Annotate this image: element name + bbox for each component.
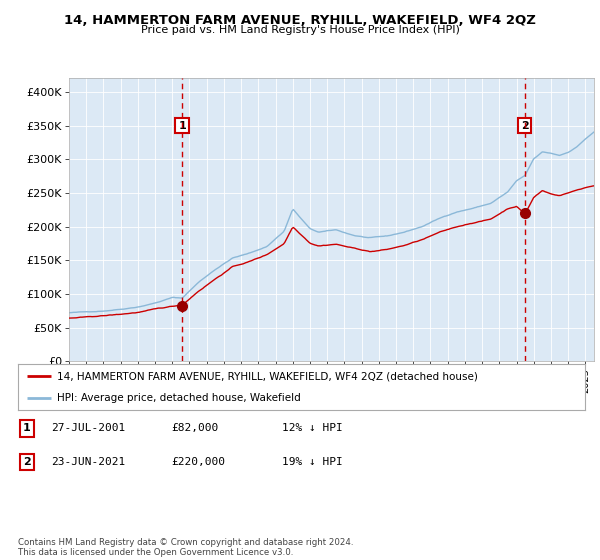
Text: Price paid vs. HM Land Registry's House Price Index (HPI): Price paid vs. HM Land Registry's House … <box>140 25 460 35</box>
Text: 27-JUL-2001: 27-JUL-2001 <box>51 423 125 433</box>
Text: £220,000: £220,000 <box>171 457 225 467</box>
Text: Contains HM Land Registry data © Crown copyright and database right 2024.
This d: Contains HM Land Registry data © Crown c… <box>18 538 353 557</box>
Text: £82,000: £82,000 <box>171 423 218 433</box>
Text: 23-JUN-2021: 23-JUN-2021 <box>51 457 125 467</box>
Text: 12% ↓ HPI: 12% ↓ HPI <box>282 423 343 433</box>
Text: HPI: Average price, detached house, Wakefield: HPI: Average price, detached house, Wake… <box>56 393 301 403</box>
Text: 1: 1 <box>178 120 186 130</box>
Text: 14, HAMMERTON FARM AVENUE, RYHILL, WAKEFIELD, WF4 2QZ: 14, HAMMERTON FARM AVENUE, RYHILL, WAKEF… <box>64 14 536 27</box>
Text: 2: 2 <box>521 120 529 130</box>
Text: 19% ↓ HPI: 19% ↓ HPI <box>282 457 343 467</box>
Text: 14, HAMMERTON FARM AVENUE, RYHILL, WAKEFIELD, WF4 2QZ (detached house): 14, HAMMERTON FARM AVENUE, RYHILL, WAKEF… <box>56 371 478 381</box>
Text: 1: 1 <box>23 423 31 433</box>
Text: 2: 2 <box>23 457 31 467</box>
